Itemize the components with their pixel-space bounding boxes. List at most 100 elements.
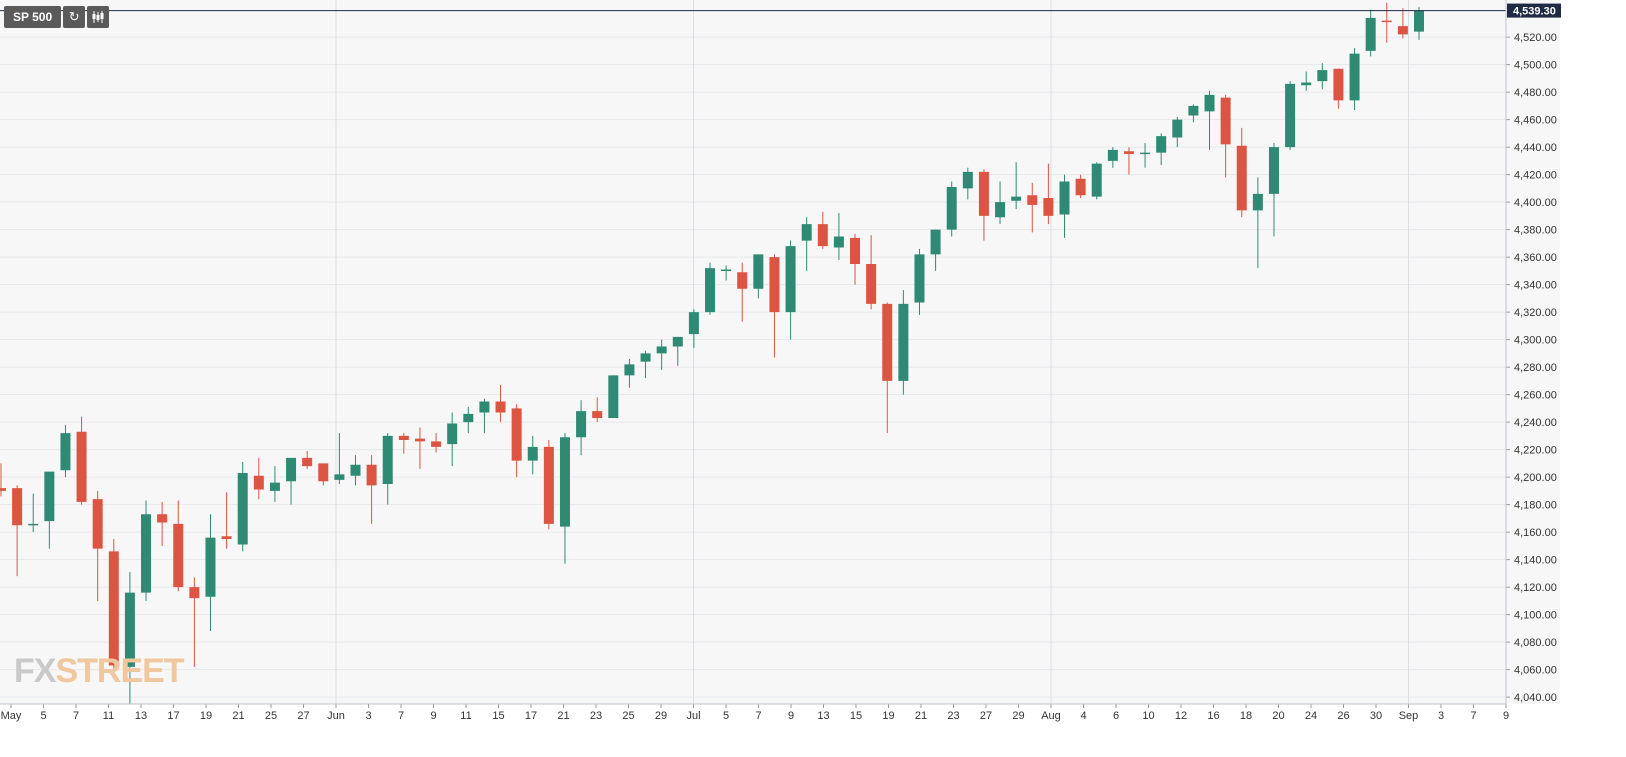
candle-body	[543, 446, 554, 524]
candle	[817, 211, 828, 249]
candle-body	[608, 375, 619, 418]
x-tick-label: May	[1, 710, 22, 722]
y-tick-label: 4,100.00	[1514, 610, 1557, 622]
candle	[1011, 162, 1022, 209]
x-tick-label: 25	[265, 710, 277, 722]
x-tick-label: 25	[622, 710, 634, 722]
candle-body	[302, 457, 313, 467]
x-tick-label: 15	[492, 710, 504, 722]
candle	[0, 463, 6, 497]
candle-body	[1317, 70, 1328, 82]
y-tick-label: 4,220.00	[1514, 445, 1557, 457]
x-tick-label: 19	[882, 710, 894, 722]
candle	[173, 500, 184, 592]
refresh-icon[interactable]: ↻	[63, 6, 86, 28]
candle-body	[672, 336, 683, 347]
x-tick-label: 13	[135, 710, 147, 722]
candle-body	[431, 441, 442, 447]
x-tick-label: 7	[73, 710, 79, 722]
candle	[1140, 143, 1151, 168]
candle-body	[995, 202, 1006, 218]
candle	[608, 375, 619, 418]
candle	[237, 462, 248, 552]
candle	[60, 424, 71, 478]
candle-body	[1397, 26, 1408, 35]
candle-body	[286, 457, 297, 482]
y-tick-label: 4,180.00	[1514, 500, 1557, 512]
candle-body	[753, 254, 764, 289]
candle-body	[1043, 198, 1054, 216]
candle-body	[447, 423, 458, 445]
candle-body	[1333, 68, 1344, 101]
candle	[108, 539, 119, 670]
candle-body	[189, 587, 200, 599]
candle-body	[44, 471, 55, 522]
candle	[1365, 9, 1376, 57]
candle	[1172, 116, 1183, 148]
candle	[205, 514, 216, 632]
x-tick-label: 11	[460, 710, 471, 722]
x-tick-label: 12	[1175, 710, 1187, 722]
candle-body	[946, 187, 957, 230]
candle-body	[269, 482, 280, 491]
x-tick-label: 20	[1272, 710, 1284, 722]
y-tick-label: 4,240.00	[1514, 417, 1557, 429]
y-tick-label: 4,520.00	[1514, 32, 1557, 44]
candle-body	[398, 435, 409, 440]
candle-body	[1414, 11, 1424, 32]
x-tick-label: 30	[1370, 710, 1382, 722]
candle-body	[60, 433, 71, 471]
candle-body	[221, 536, 232, 539]
candle	[28, 493, 39, 533]
candle	[1107, 147, 1118, 168]
candle	[753, 254, 764, 299]
x-tick-label: 19	[200, 710, 212, 722]
x-tick-label: 29	[1012, 710, 1024, 722]
candle-body	[157, 514, 168, 523]
y-axis: 4,040.00 4,060.00 4,080.00 4,100.00 4,120.00…	[1505, 0, 1557, 704]
candle-body	[350, 464, 361, 476]
y-tick-label: 4,200.00	[1514, 472, 1557, 484]
candle	[624, 358, 635, 388]
x-tick-label: 3	[365, 710, 371, 722]
chart-toolbar: SP 500 ↻	[4, 6, 110, 28]
x-tick-label: 9	[430, 710, 436, 722]
candle-body	[527, 446, 538, 461]
candle-body	[141, 514, 152, 593]
candle-body	[1349, 53, 1360, 101]
candlestick-icon[interactable]	[87, 6, 110, 28]
candle-body	[592, 411, 603, 418]
candle	[1397, 8, 1408, 39]
y-tick-label: 4,040.00	[1514, 692, 1557, 704]
symbol-label[interactable]: SP 500	[4, 6, 62, 28]
candle-body	[12, 488, 23, 526]
last-price-line: 4,539.30	[0, 3, 1561, 18]
y-tick-label: 4,260.00	[1514, 390, 1557, 402]
candle	[92, 490, 103, 601]
candle	[543, 440, 554, 530]
candle	[592, 397, 603, 423]
candle-body	[576, 411, 587, 438]
candle	[398, 433, 409, 454]
candle-body	[92, 499, 103, 549]
candle	[157, 501, 168, 546]
candle	[576, 400, 587, 456]
candle	[1268, 143, 1279, 237]
candle	[366, 455, 377, 524]
candle	[1075, 174, 1086, 198]
candle-body	[479, 401, 490, 413]
x-tick-label: 29	[655, 710, 667, 722]
candle-body	[1156, 136, 1167, 153]
x-tick-label: 17	[167, 710, 179, 722]
x-tick-label: 7	[1470, 710, 1476, 722]
candle-body	[28, 523, 39, 526]
candle	[850, 233, 861, 285]
candle-body	[1188, 105, 1199, 116]
y-tick-label: 4,340.00	[1514, 280, 1557, 292]
candle	[801, 217, 812, 271]
candle	[221, 492, 232, 549]
x-tick-label: 21	[915, 710, 927, 722]
y-tick-label: 4,400.00	[1514, 197, 1557, 209]
candle-body	[414, 438, 425, 442]
